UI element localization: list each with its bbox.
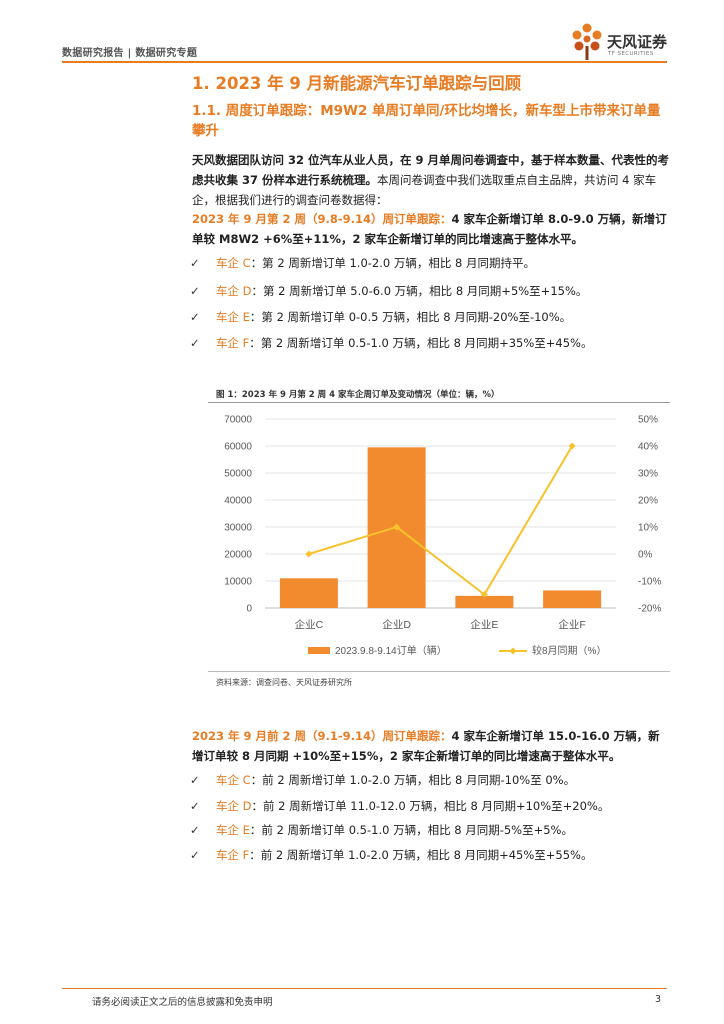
company-label: 车企 D [216,284,252,298]
weekly-summary-text: 4 家车企新增订单 8.0-9.0 万辆，新增订单较 M8W2 +6%至+11%… [192,212,667,246]
legend-label: 较8月同期（%） [532,644,606,657]
list-item: ✓ 车企 C：第 2 周新增订单 1.0-2.0 万辆，相比 8 月同期持平。 [190,255,670,271]
bullet-text: ：前 2 周新增订单 1.0-2.0 万辆，相比 8 月同期-10%至 0%。 [250,773,576,787]
company-label: 车企 F [216,848,250,862]
y-right-tick-label: 40% [638,442,658,453]
bar [279,578,338,608]
intro-text: 本周问卷调查中我们选取重点自主品牌，共访问 4 家车企，根据我们进行的调查问卷数… [192,173,657,207]
x-tick-label: 企业F [558,618,585,631]
legend-bar-swatch [308,647,330,654]
figure-title: 图 1：2023 年 9 月第 2 周 4 家车企周订单及变动情况（单位：辆，%… [216,390,500,400]
x-tick-label: 企业E [470,618,498,631]
figure-top-rule [208,402,670,403]
company-label: 车企 E [216,310,250,324]
bullet-text: ：前 2 周新增订单 0.5-1.0 万辆，相比 8 月同期-5%至+5%。 [249,823,573,837]
line-point [568,442,576,450]
petal-logo-icon [572,23,602,60]
y-left-tick-label: 20000 [224,550,252,561]
intro-bold-text: 天风数据团队访问 32 位汽车从业人员，在 9 月单周问卷调查中，基于样本数量、… [192,153,670,187]
line-point [480,591,488,598]
line-point [393,523,401,531]
cumulative-summary-paragraph: 2023 年 9 月前 2 周（9.1-9.14）周订单跟踪：4 家车企新增订单… [192,726,670,766]
page-number: 3 [655,994,662,1005]
disclaimer-note: 请务必阅读正文之后的信息披露和免责申明 [92,997,273,1008]
header-divider [62,61,667,63]
series-line [308,445,573,596]
x-tick-label: 企业C [295,618,324,631]
check-icon: ✓ [190,773,200,787]
y-left-tick-label: 70000 [224,415,252,426]
check-icon: ✓ [190,284,200,298]
brand-name: 天风证券 [607,33,668,51]
weekly-summary-paragraph: 2023 年 9 月第 2 周（9.8-9.14）周订单跟踪：4 家车企新增订单… [192,209,670,249]
y-right-tick-label: 10% [638,523,658,534]
brand-logo: 天风证券 TF SECURITIES [569,22,679,62]
bar [455,595,514,608]
list-item: ✓ 车企 E：前 2 周新增订单 0.5-1.0 万辆，相比 8 月同期-5%至+… [190,822,670,838]
bullet-text: ：第 2 周新增订单 0-0.5 万辆，相比 8 月同期-20%至-10%。 [249,310,572,324]
y-right-tick-label: 50% [638,415,658,426]
orders-chart: 0 10000 20000 30000 40000 50000 60000 70000 -20%… [224,415,661,658]
check-icon: ✓ [190,848,200,862]
y-left-tick-label: 30000 [224,523,252,534]
figure-bottom-rule [208,671,670,672]
y-right-tick-label: -20% [638,604,661,615]
check-icon: ✓ [190,823,200,837]
check-icon: ✓ [190,799,200,813]
brand-subtitle: TF SECURITIES [608,51,654,57]
company-label: 车企 F [216,336,250,350]
list-item: ✓ 车企 E：第 2 周新增订单 0-0.5 万辆，相比 8 月同期-20%至-1… [190,309,670,325]
header-report-type: 数据研究报告 | 数据研究专题 [62,48,198,59]
cumulative-summary-text: 4 家车企新增订单 15.0-16.0 万辆，新增订单较 8 月同期 +10%至… [192,729,660,763]
check-icon: ✓ [190,310,200,324]
bullet-text: ：第 2 周新增订单 5.0-6.0 万辆，相比 8 月同期+5%至+15%。 [251,284,588,298]
bullet-text: ：第 2 周新增订单 1.0-2.0 万辆，相比 8 月同期持平。 [250,256,535,270]
subsection-heading: 1.1. 周度订单跟踪：M9W2 单周订单同/环比均增长，新车型上市带来订单量攀… [192,103,661,139]
check-icon: ✓ [190,256,200,270]
footer-divider [62,988,667,989]
y-left-tick-label: 50000 [224,469,252,480]
bullet-text: ：前 2 周新增订单 11.0-12.0 万辆，相比 8 月同期+10%至+20… [251,799,610,813]
y-left-tick-label: 0 [246,604,252,615]
list-item: ✓ 车企 D：第 2 周新增订单 5.0-6.0 万辆，相比 8 月同期+5%至+… [190,283,670,299]
check-icon: ✓ [190,336,200,350]
legend-label: 2023.9.8-9.14订单（辆） [335,644,447,657]
y-right-tick-label: -10% [638,577,661,588]
y-right-tick-label: 20% [638,496,658,507]
list-item: ✓ 车企 F：前 2 周新增订单 1.0-2.0 万辆，相比 8 月同期+45%至… [190,847,670,863]
line-point [305,550,313,558]
y-left-tick-label: 60000 [224,442,252,453]
y-left-tick-label: 40000 [224,496,252,507]
section-heading: 1. 2023 年 9 月新能源汽车订单跟踪与回顾 [192,74,522,93]
list-item: ✓ 车企 F：第 2 周新增订单 0.5-1.0 万辆，相比 8 月同期+35%至… [190,335,670,351]
figure-source: 资料来源：调查问卷、天风证券研究所 [216,678,352,687]
company-label: 车企 C [216,256,251,270]
bullet-text: ：前 2 周新增订单 1.0-2.0 万辆，相比 8 月同期+45%至+55%。 [249,848,593,862]
company-label: 车企 C [216,773,251,787]
legend-line-marker [509,647,517,655]
list-item: ✓ 车企 C：前 2 周新增订单 1.0-2.0 万辆，相比 8 月同期-10%至… [190,772,670,788]
list-item: ✓ 车企 D：前 2 周新增订单 11.0-12.0 万辆，相比 8 月同期+10… [190,798,670,814]
company-label: 车企 D [216,799,252,813]
y-right-tick-label: 30% [638,469,658,480]
weekly-summary-lead: 2023 年 9 月第 2 周（9.8-9.14）周订单跟踪： [192,212,452,226]
bullet-text: ：第 2 周新增订单 0.5-1.0 万辆，相比 8 月同期+35%至+45%。 [249,336,593,350]
y-right-tick-label: 0% [638,550,653,561]
bar [543,590,602,608]
company-label: 车企 E [216,823,250,837]
x-tick-label: 企业D [382,618,411,631]
y-left-tick-label: 10000 [224,577,252,588]
cumulative-summary-lead: 2023 年 9 月前 2 周（9.1-9.14）周订单跟踪： [192,729,452,743]
intro-paragraph: 天风数据团队访问 32 位汽车从业人员，在 9 月单周问卷调查中，基于样本数量、… [192,150,670,210]
